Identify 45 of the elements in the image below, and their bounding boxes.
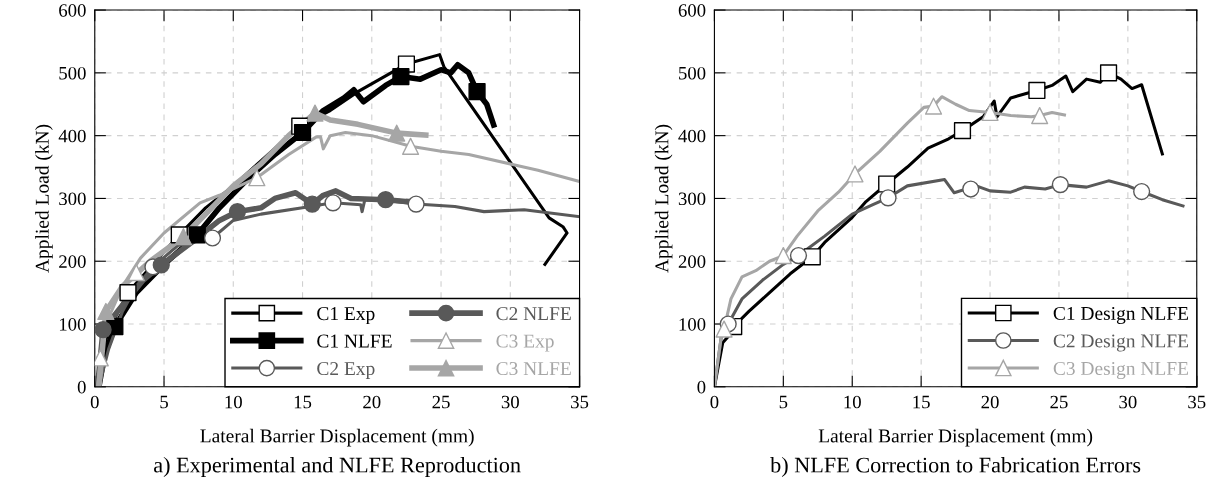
- y-tick-label: 300: [678, 192, 706, 206]
- legend-label: C1 NLFE: [317, 334, 392, 348]
- y-axis-title: Applied Load (kN): [35, 124, 53, 273]
- x-tick-label: 20: [981, 395, 999, 409]
- y-tick-label: 300: [59, 192, 86, 206]
- legend-label: C2 Exp: [317, 362, 375, 380]
- y-axis-title: Applied Load (kN): [654, 124, 673, 273]
- x-tick-label: 35: [571, 395, 589, 409]
- y-tick-label: 100: [59, 318, 86, 331]
- x-tick-label: 5: [160, 395, 168, 409]
- x-tick-label: 10: [225, 395, 242, 409]
- legend-label: C2 NLFE: [496, 307, 571, 321]
- y-tick-label: 600: [59, 4, 86, 17]
- legend-label: C2 Design NLFE: [1053, 334, 1189, 352]
- x-tick-label: 30: [1119, 395, 1137, 409]
- legend-label: C1 Design NLFE: [1053, 306, 1189, 324]
- y-tick-label: 600: [678, 4, 706, 17]
- y-tick-label: 100: [679, 318, 706, 331]
- x-tick-label: 35: [1188, 395, 1206, 409]
- y-tick-label: 500: [679, 66, 706, 80]
- x-tick-label: 20: [363, 395, 381, 409]
- y-tick-label: 200: [678, 255, 706, 268]
- legend-label: C1 Exp: [317, 307, 375, 325]
- x-axis-title: Lateral Barrier Displacement (mm): [818, 428, 1093, 447]
- y-tick-label: 500: [59, 66, 86, 80]
- x-tick-label: 0: [710, 395, 719, 409]
- text: b) NLFE Correction to Fabrication Errors: [770, 456, 1141, 478]
- text: a) Experimental and NLFE Reproduction: [154, 456, 521, 478]
- y-tick-label: 400: [678, 129, 706, 143]
- x-tick-label: 15: [913, 395, 930, 409]
- y-tick-label: 400: [58, 129, 86, 143]
- x-tick-label: 30: [501, 395, 519, 409]
- x-tick-label: 25: [432, 395, 450, 409]
- x-tick-label: 0: [90, 395, 99, 409]
- y-tick-label: 200: [59, 255, 86, 268]
- y-tick-label: 0: [77, 380, 86, 394]
- x-axis-title: Lateral Barrier Displacement (mm): [200, 428, 474, 447]
- x-tick-label: 10: [844, 395, 861, 409]
- x-tick-label: 5: [779, 395, 788, 409]
- legend-label: C3 Design NLFE: [1053, 361, 1189, 380]
- x-tick-label: 25: [1050, 395, 1068, 409]
- y-tick-label: 0: [697, 380, 706, 394]
- x-tick-label: 15: [294, 395, 312, 409]
- legend-label: C3 NLFE: [496, 362, 571, 376]
- legend-label: C3 Exp: [496, 334, 554, 352]
